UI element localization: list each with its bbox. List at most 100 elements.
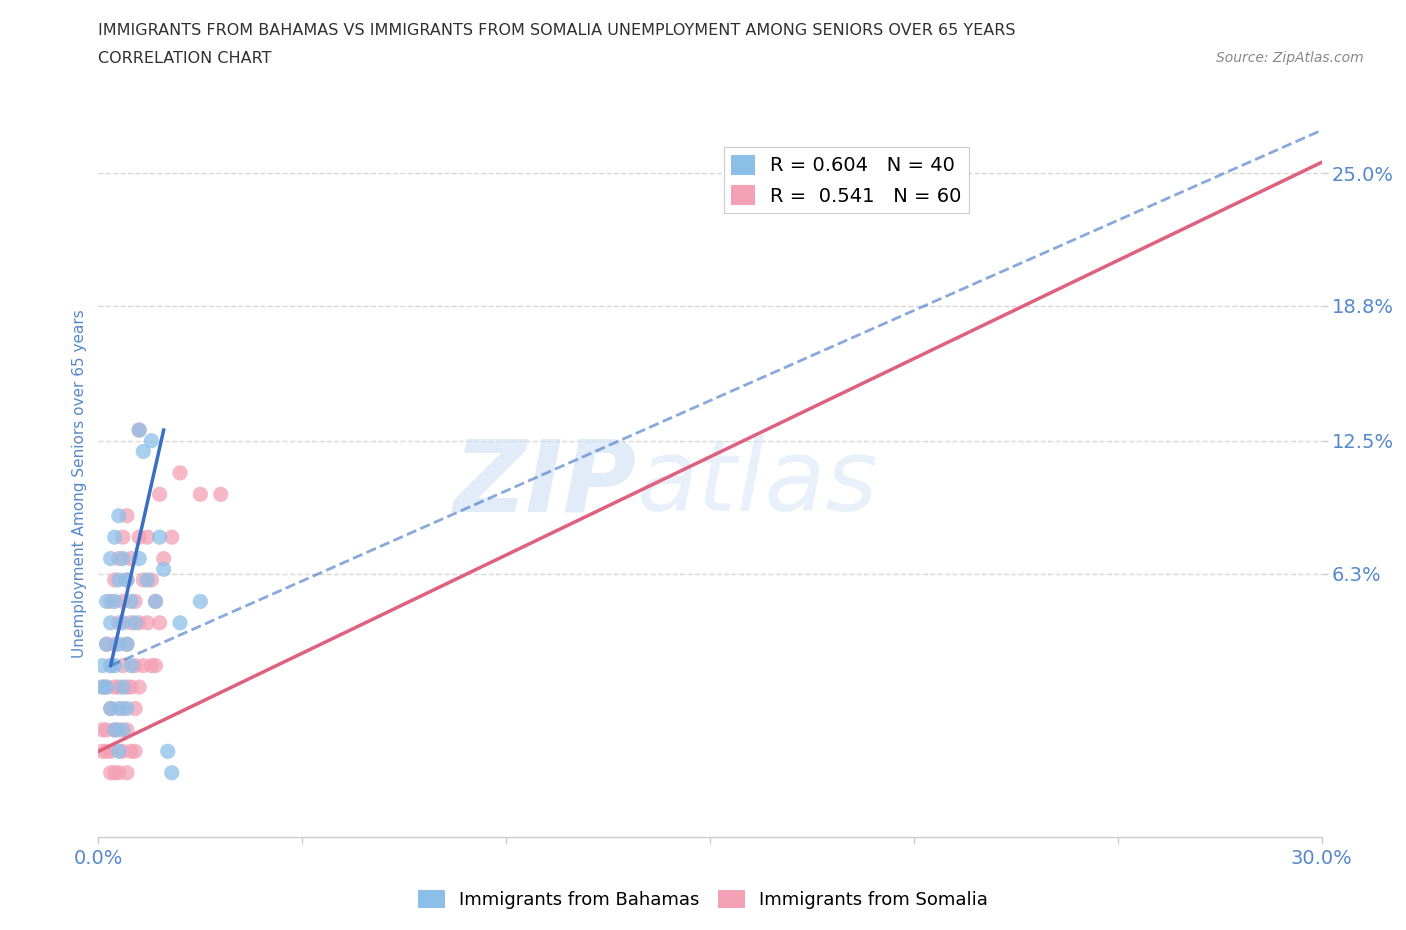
Point (115, 509, 138, 524)
Point (128, 551, 150, 566)
Point (124, 616, 146, 631)
Point (136, 573, 159, 588)
Text: ZIP: ZIP (454, 435, 637, 532)
Point (104, 680, 127, 695)
Point (145, 594, 167, 609)
Point (111, 658, 134, 673)
Point (128, 530, 150, 545)
Point (188, 487, 212, 502)
Point (108, 509, 131, 524)
Point (128, 616, 150, 631)
Point (96, 680, 118, 695)
Point (111, 616, 134, 631)
Point (100, 658, 122, 673)
Point (96, 637, 118, 652)
Point (111, 680, 134, 695)
Point (149, 616, 172, 631)
Point (115, 723, 138, 737)
Point (115, 637, 138, 652)
Point (108, 616, 131, 631)
Point (108, 551, 131, 566)
Point (120, 551, 142, 566)
Point (91, 658, 114, 673)
Point (108, 765, 131, 780)
Point (111, 594, 134, 609)
Point (100, 594, 122, 609)
Point (96, 680, 118, 695)
Point (136, 530, 159, 545)
Point (100, 765, 122, 780)
Point (141, 658, 163, 673)
Point (132, 573, 155, 588)
Point (209, 487, 232, 502)
Text: atlas: atlas (637, 435, 879, 532)
Point (111, 551, 134, 566)
Y-axis label: Unemployment Among Seniors over 65 years: Unemployment Among Seniors over 65 years (72, 310, 87, 658)
Point (169, 465, 191, 480)
Point (188, 594, 212, 609)
Point (169, 616, 191, 631)
Point (104, 594, 127, 609)
Point (128, 680, 150, 695)
Point (115, 637, 138, 652)
Point (104, 723, 127, 737)
Point (149, 530, 172, 545)
Point (100, 744, 122, 759)
Point (100, 551, 122, 566)
Legend: R = 0.604   N = 40, R =  0.541   N = 60: R = 0.604 N = 40, R = 0.541 N = 60 (724, 147, 969, 213)
Point (120, 680, 142, 695)
Point (128, 422, 150, 437)
Point (145, 658, 167, 673)
Point (120, 594, 142, 609)
Point (136, 616, 159, 631)
Point (91, 744, 114, 759)
Point (141, 573, 163, 588)
Point (100, 658, 122, 673)
Point (124, 701, 146, 716)
Point (120, 658, 142, 673)
Point (124, 594, 146, 609)
Point (96, 744, 118, 759)
Point (111, 723, 134, 737)
Point (100, 616, 122, 631)
Point (132, 444, 155, 458)
Point (108, 680, 131, 695)
Point (145, 594, 167, 609)
Point (124, 744, 146, 759)
Legend: Immigrants from Bahamas, Immigrants from Somalia: Immigrants from Bahamas, Immigrants from… (411, 883, 995, 916)
Point (108, 701, 131, 716)
Text: Source: ZipAtlas.com: Source: ZipAtlas.com (1216, 51, 1364, 65)
Point (115, 680, 138, 695)
Point (115, 765, 138, 780)
Text: IMMIGRANTS FROM BAHAMAS VS IMMIGRANTS FROM SOMALIA UNEMPLOYMENT AMONG SENIORS OV: IMMIGRANTS FROM BAHAMAS VS IMMIGRANTS FR… (98, 23, 1017, 38)
Point (160, 530, 183, 545)
Point (96, 637, 118, 652)
Point (108, 723, 131, 737)
Point (115, 701, 138, 716)
Point (152, 551, 174, 566)
Point (104, 723, 127, 737)
Point (108, 744, 131, 759)
Point (115, 573, 138, 588)
Point (108, 573, 131, 588)
Point (96, 723, 118, 737)
Point (156, 744, 179, 759)
Point (91, 723, 114, 737)
Point (96, 594, 118, 609)
Point (111, 744, 134, 759)
Point (108, 637, 131, 652)
Point (104, 530, 127, 545)
Point (91, 680, 114, 695)
Point (149, 487, 172, 502)
Point (100, 701, 122, 716)
Point (132, 658, 155, 673)
Point (100, 701, 122, 716)
Point (91, 680, 114, 695)
Text: CORRELATION CHART: CORRELATION CHART (98, 51, 271, 66)
Point (160, 765, 183, 780)
Point (111, 701, 134, 716)
Point (111, 530, 134, 545)
Point (152, 562, 174, 577)
Point (104, 637, 127, 652)
Point (104, 573, 127, 588)
